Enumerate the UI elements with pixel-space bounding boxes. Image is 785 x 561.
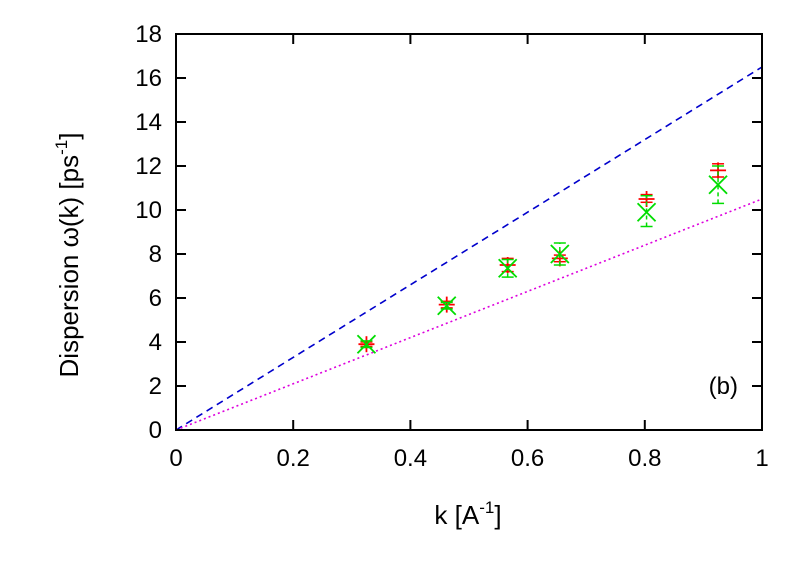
cross-point — [708, 165, 728, 205]
cross-point — [437, 296, 457, 316]
y-tick-label: 18 — [135, 21, 162, 48]
cross-point — [550, 242, 570, 266]
plot-frame — [175, 33, 763, 431]
y-tick-label: 4 — [149, 329, 162, 356]
x-tick-label: 0.2 — [277, 445, 310, 472]
y-tick-label: 10 — [135, 197, 162, 224]
y-tick-label: 16 — [135, 65, 162, 92]
x-tick-label: 1 — [755, 445, 768, 472]
dotted-line — [175, 198, 763, 431]
y-axis-label: Dispersion ω(k) [ps-1] — [52, 133, 84, 378]
panel-label: (b) — [709, 373, 738, 400]
cross-point — [356, 334, 377, 354]
marker-stroke — [498, 258, 518, 278]
x-tick-label: 0.6 — [511, 445, 544, 472]
x-tick-label: 0.4 — [394, 445, 427, 472]
cross-point — [498, 258, 518, 278]
marker-stroke — [437, 296, 457, 316]
y-tick-label: 0 — [149, 417, 162, 444]
reference-lines — [175, 66, 763, 431]
x-axis-label: k [A-1] — [434, 498, 501, 530]
y-tick-label: 14 — [135, 109, 162, 136]
marker-stroke — [550, 244, 570, 264]
marker-stroke — [356, 334, 377, 354]
x-tick-label: 0 — [169, 445, 182, 472]
marker-stroke — [708, 175, 728, 195]
y-tick-label: 6 — [149, 285, 162, 312]
plus-point — [710, 162, 727, 179]
dashed-line — [175, 66, 763, 431]
y-tick-label: 8 — [149, 241, 162, 268]
x-tick-label: 0.8 — [628, 445, 661, 472]
y-tick-label: 12 — [135, 153, 162, 180]
cross-point — [636, 194, 657, 228]
data-points — [356, 162, 728, 354]
marker-stroke — [636, 202, 657, 222]
y-tick-label: 2 — [149, 373, 162, 400]
